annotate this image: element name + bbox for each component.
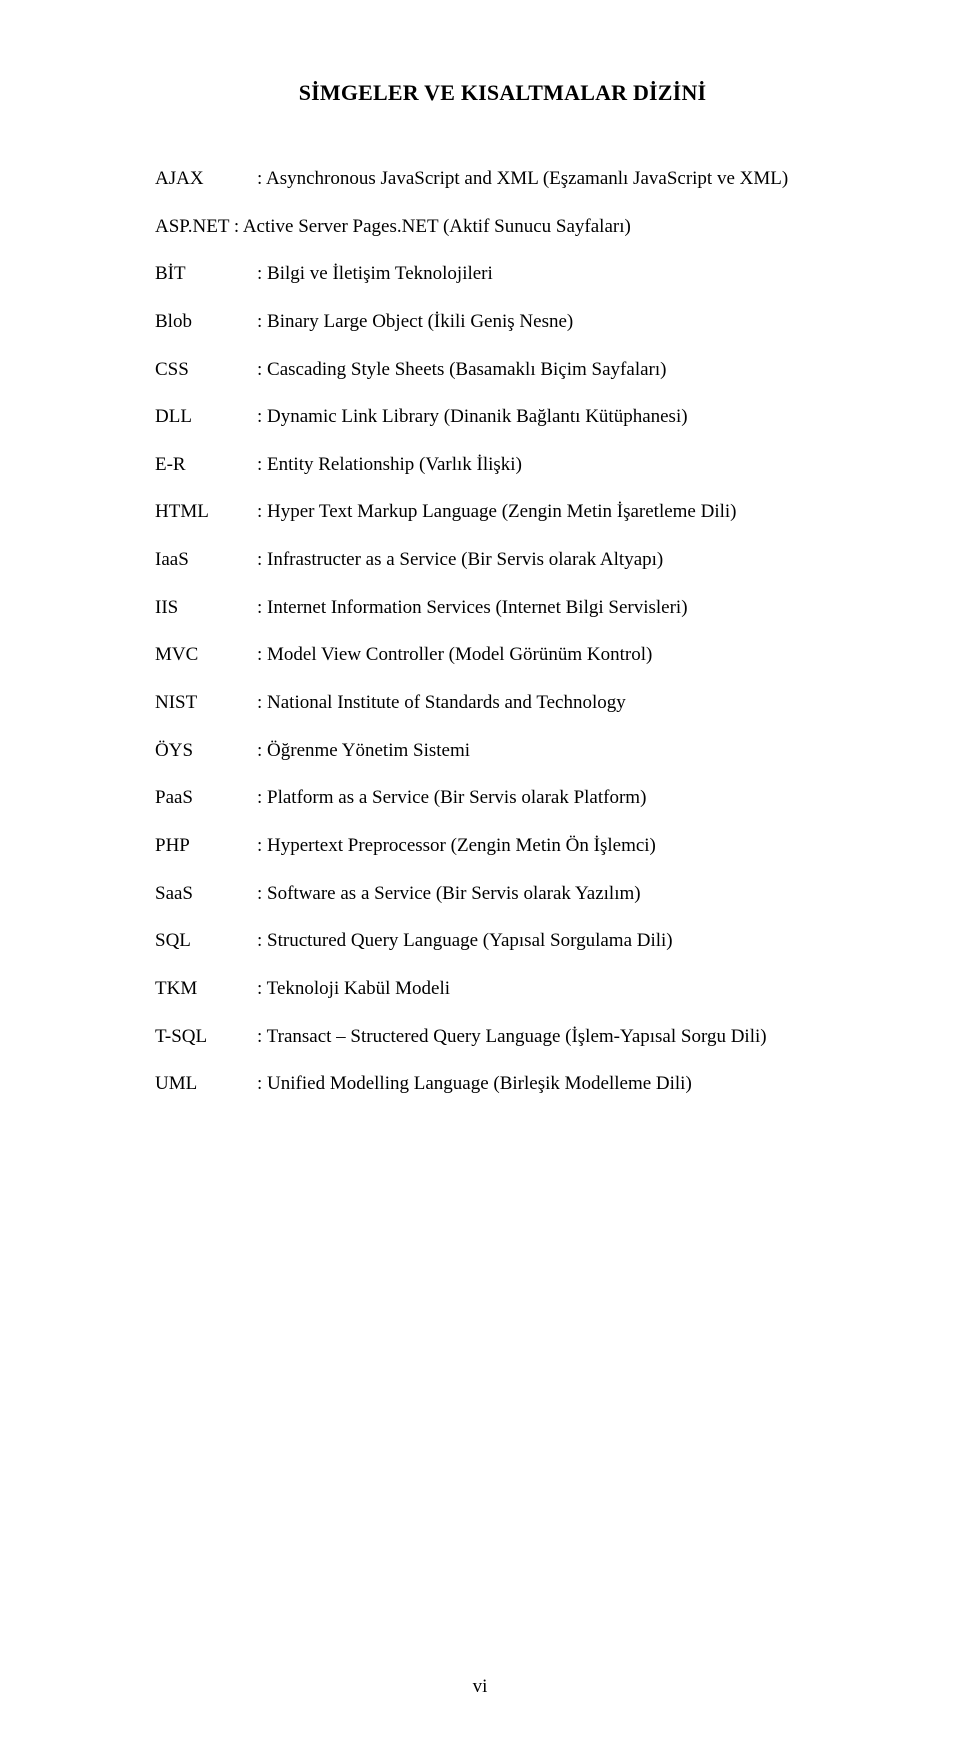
- abbr-term: CSS: [155, 357, 257, 383]
- abbreviation-list: AJAX : Asynchronous JavaScript and XML (…: [155, 166, 850, 1097]
- abbr-desc: : Teknoloji Kabül Modeli: [257, 976, 850, 1002]
- abbr-term: HTML: [155, 499, 257, 525]
- list-item: AJAX : Asynchronous JavaScript and XML (…: [155, 166, 850, 192]
- abbr-desc: : Software as a Service (Bir Servis olar…: [257, 881, 850, 907]
- aspnet-line: ASP.NET : Active Server Pages.NET (Aktif…: [155, 214, 631, 240]
- page-title: SİMGELER VE KISALTMALAR DİZİNİ: [155, 80, 850, 106]
- abbr-desc: : Hypertext Preprocessor (Zengin Metin Ö…: [257, 833, 850, 859]
- abbr-term: ÖYS: [155, 738, 257, 764]
- list-item: E-R : Entity Relationship (Varlık İlişki…: [155, 452, 850, 478]
- abbr-term: TKM: [155, 976, 257, 1002]
- abbr-desc: : Structured Query Language (Yapısal Sor…: [257, 928, 850, 954]
- abbr-term: DLL: [155, 404, 257, 430]
- abbr-desc: : Internet Information Services (Interne…: [257, 595, 850, 621]
- abbr-term: UML: [155, 1071, 257, 1097]
- list-item: ÖYS : Öğrenme Yönetim Sistemi: [155, 738, 850, 764]
- list-item: IIS : Internet Information Services (Int…: [155, 595, 850, 621]
- abbr-term: IIS: [155, 595, 257, 621]
- abbr-desc: : Dynamic Link Library (Dinanik Bağlantı…: [257, 404, 850, 430]
- list-item: PHP : Hypertext Preprocessor (Zengin Met…: [155, 833, 850, 859]
- abbr-desc: : Cascading Style Sheets (Basamaklı Biçi…: [257, 357, 850, 383]
- abbr-term: SaaS: [155, 881, 257, 907]
- abbr-desc: : Infrastructer as a Service (Bir Servis…: [257, 547, 850, 573]
- abbr-desc: : National Institute of Standards and Te…: [257, 690, 850, 716]
- list-item: MVC : Model View Controller (Model Görün…: [155, 642, 850, 668]
- abbr-term: BİT: [155, 261, 257, 287]
- list-item: IaaS : Infrastructer as a Service (Bir S…: [155, 547, 850, 573]
- list-item: PaaS : Platform as a Service (Bir Servis…: [155, 785, 850, 811]
- abbr-term: PHP: [155, 833, 257, 859]
- list-item: T-SQL : Transact – Structered Query Lang…: [155, 1024, 850, 1050]
- abbr-desc: : Bilgi ve İletişim Teknolojileri: [257, 261, 850, 287]
- abbr-desc: : Model View Controller (Model Görünüm K…: [257, 642, 850, 668]
- list-item: SQL : Structured Query Language (Yapısal…: [155, 928, 850, 954]
- abbr-desc: : Binary Large Object (İkili Geniş Nesne…: [257, 309, 850, 335]
- abbr-desc: : Entity Relationship (Varlık İlişki): [257, 452, 850, 478]
- list-item: UML : Unified Modelling Language (Birleş…: [155, 1071, 850, 1097]
- list-item: HTML : Hyper Text Markup Language (Zengi…: [155, 499, 850, 525]
- abbr-term: MVC: [155, 642, 257, 668]
- abbr-term: E-R: [155, 452, 257, 478]
- page-number: vi: [0, 1676, 960, 1698]
- list-item: BİT : Bilgi ve İletişim Teknolojileri: [155, 261, 850, 287]
- abbr-desc: : Asynchronous JavaScript and XML (Eşzam…: [257, 166, 850, 192]
- abbr-term: T-SQL: [155, 1024, 257, 1050]
- abbr-term: PaaS: [155, 785, 257, 811]
- abbr-term: SQL: [155, 928, 257, 954]
- list-item: TKM : Teknoloji Kabül Modeli: [155, 976, 850, 1002]
- abbr-term: Blob: [155, 309, 257, 335]
- abbr-desc: : Hyper Text Markup Language (Zengin Met…: [257, 499, 850, 525]
- document-page: SİMGELER VE KISALTMALAR DİZİNİ AJAX : As…: [0, 0, 960, 1758]
- list-item: NIST : National Institute of Standards a…: [155, 690, 850, 716]
- abbr-term: AJAX: [155, 166, 257, 192]
- list-item: ASP.NET : Active Server Pages.NET (Aktif…: [155, 214, 850, 240]
- list-item: CSS : Cascading Style Sheets (Basamaklı …: [155, 357, 850, 383]
- abbr-desc: : Unified Modelling Language (Birleşik M…: [257, 1071, 850, 1097]
- abbr-term: NIST: [155, 690, 257, 716]
- abbr-term: IaaS: [155, 547, 257, 573]
- list-item: DLL : Dynamic Link Library (Dinanik Bağl…: [155, 404, 850, 430]
- list-item: SaaS : Software as a Service (Bir Servis…: [155, 881, 850, 907]
- abbr-desc: : Öğrenme Yönetim Sistemi: [257, 738, 850, 764]
- abbr-desc: : Platform as a Service (Bir Servis olar…: [257, 785, 850, 811]
- list-item: Blob : Binary Large Object (İkili Geniş …: [155, 309, 850, 335]
- abbr-desc: : Transact – Structered Query Language (…: [257, 1024, 850, 1050]
